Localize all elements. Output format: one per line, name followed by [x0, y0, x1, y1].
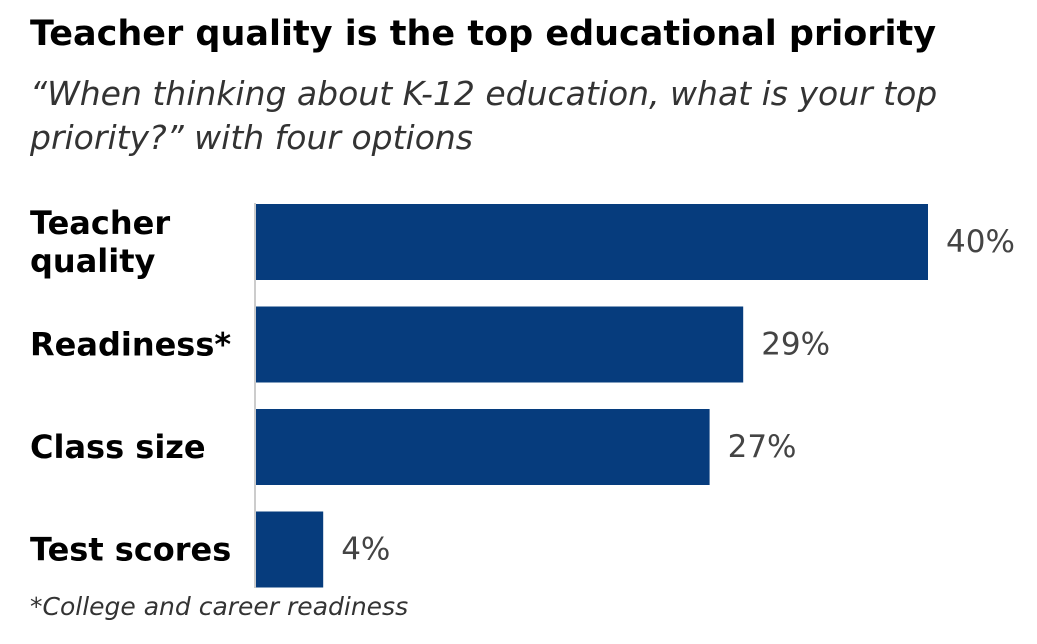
category-label-3: Test scores: [30, 531, 231, 569]
value-label-2: 27%: [728, 429, 797, 465]
category-label-0-line-0: Teacher: [30, 204, 170, 242]
value-label-3: 4%: [341, 532, 390, 568]
chart-title: Teacher quality is the top educational p…: [30, 14, 937, 54]
bar-0: [256, 204, 928, 280]
bar-3: [256, 511, 324, 588]
value-label-0: 40%: [946, 224, 1015, 260]
category-label-1: Readiness*: [30, 326, 231, 364]
category-label-0-line-1: quality: [30, 242, 156, 280]
value-label-1: 29%: [761, 327, 830, 363]
chart-footnote: *College and career readiness: [30, 592, 409, 621]
category-label-2: Class size: [30, 428, 206, 466]
bar-2: [256, 409, 710, 485]
chart-subtitle: “When thinking about K-12 education, wha…: [30, 74, 938, 157]
bar-1: [256, 306, 744, 383]
